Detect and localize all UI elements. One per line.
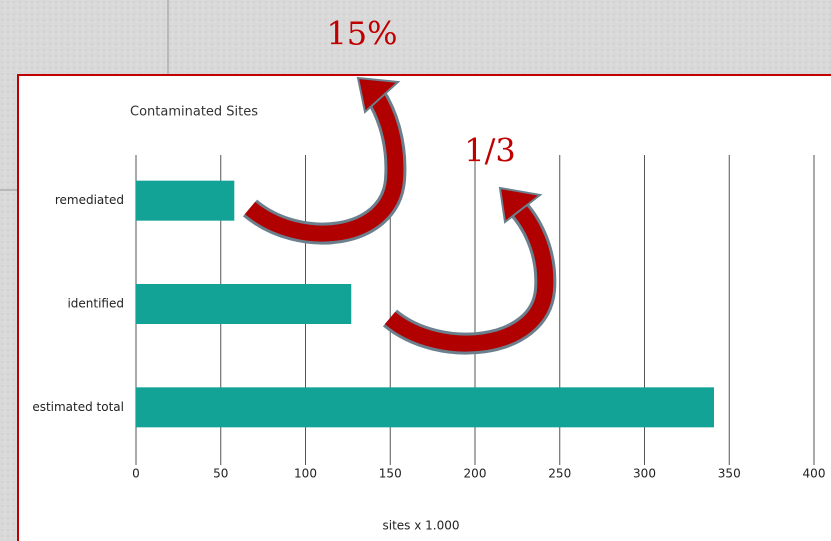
x-tick-label: 200 [464, 467, 487, 481]
bar [136, 284, 352, 324]
plot: 0 50 100 150 200 250 300 350 400 remediated identi… [32, 155, 825, 481]
arrow [384, 199, 554, 352]
chart-title: Contaminated Sites [130, 105, 258, 120]
x-axis-label: sites x 1.000 [382, 519, 459, 533]
arrow [244, 90, 404, 242]
x-tick-label: 350 [718, 467, 741, 481]
bar [136, 387, 714, 428]
x-tick-label: 50 [213, 467, 228, 481]
y-tick-label: remediated [55, 193, 124, 207]
x-tick-label: 250 [548, 467, 571, 481]
annotation: 1/3 [464, 132, 516, 170]
x-tick-label: 100 [294, 467, 317, 481]
arrow-head [498, 186, 543, 224]
x-tick-label: 0 [132, 467, 140, 481]
y-tick-label: estimated total [32, 400, 124, 414]
bar [136, 180, 235, 221]
arrow-head [356, 76, 401, 114]
x-tick-label: 150 [379, 467, 402, 481]
x-tick-label: 400 [803, 467, 826, 481]
y-tick-label: identified [67, 297, 124, 311]
annotation: 15% [326, 15, 397, 53]
x-tick-label: 300 [633, 467, 656, 481]
arrows [242, 76, 557, 355]
